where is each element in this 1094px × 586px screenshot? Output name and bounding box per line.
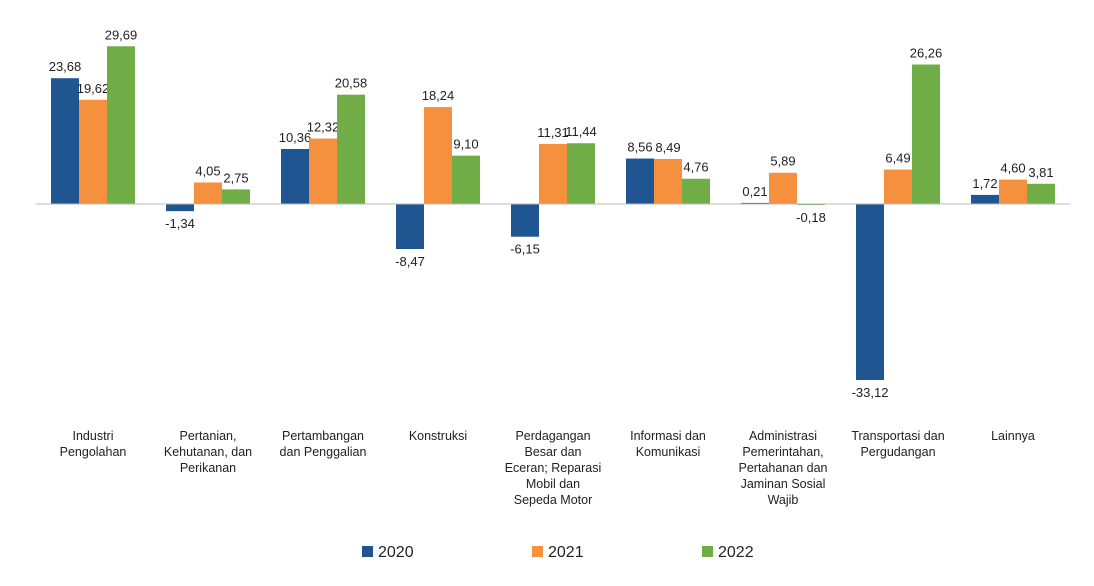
x-tick-label: Pertanian, Kehutanan, dan Perikanan [163, 429, 253, 475]
bar [769, 172, 797, 205]
data-label: 5,89 [770, 154, 795, 169]
x-tick-label: Transportasi dan Pergudangan [851, 429, 945, 459]
bar [194, 182, 222, 205]
data-label: 9,10 [453, 137, 478, 152]
bar [51, 78, 79, 205]
bar [971, 194, 999, 205]
legend-label: 2021 [548, 544, 584, 561]
bar [511, 204, 539, 237]
bar [999, 179, 1027, 205]
bar [654, 158, 682, 205]
data-label: -8,47 [395, 254, 425, 269]
bar [424, 107, 452, 205]
x-tick-label: Perdagangan Besar dan Eceran; Reparasi M… [504, 429, 602, 507]
data-label: 29,69 [105, 27, 138, 42]
x-tick-label: Administrasi Pemerintahan, Pertahanan da… [738, 429, 828, 507]
bar [1027, 183, 1055, 205]
bar [539, 143, 567, 205]
data-label: -6,15 [510, 242, 540, 257]
x-tick-label: Konstruksi [408, 429, 468, 443]
legend-swatch [362, 546, 373, 557]
x-tick-label: Lainnya [991, 429, 1035, 443]
data-label: 6,49 [885, 151, 910, 166]
bar [222, 189, 250, 205]
legend-label: 2022 [718, 544, 754, 561]
bar [79, 99, 107, 205]
data-label: 4,05 [195, 164, 220, 179]
data-label: 10,36 [279, 130, 312, 145]
data-label: 12,32 [307, 120, 340, 135]
data-label: 8,56 [627, 140, 652, 155]
x-tick-label: Pertambangan dan Penggalian [279, 429, 367, 459]
bar [309, 138, 337, 205]
data-label: 2,75 [223, 170, 248, 185]
data-label: 0,21 [742, 184, 767, 199]
bar [166, 204, 194, 212]
data-label: 19,62 [77, 81, 110, 96]
legend-swatch [532, 546, 543, 557]
bar [281, 148, 309, 205]
data-label: 3,81 [1028, 165, 1053, 180]
data-label: 1,72 [972, 176, 997, 191]
bar [626, 158, 654, 205]
bar [682, 178, 710, 205]
legend-swatch [702, 546, 713, 557]
data-label: -0,18 [796, 210, 826, 225]
bar [567, 143, 595, 205]
data-label: 26,26 [910, 45, 943, 60]
bar [337, 94, 365, 205]
x-tick-label: Informasi dan Komunikasi [630, 429, 706, 459]
data-label: 8,49 [655, 140, 680, 155]
legend-label: 2020 [378, 544, 414, 561]
data-label: 4,60 [1000, 161, 1025, 176]
bar [856, 204, 884, 381]
data-label: -1,34 [165, 216, 195, 231]
data-label: -33,12 [852, 385, 889, 400]
bar [741, 202, 769, 205]
data-label: 4,76 [683, 160, 708, 175]
data-label: 18,24 [422, 88, 455, 103]
bar [912, 64, 940, 205]
bar [452, 155, 480, 205]
bar [884, 169, 912, 205]
data-label: 20,58 [335, 76, 368, 91]
bar [107, 46, 135, 205]
data-label: 11,31 [537, 125, 569, 140]
data-label: 23,68 [49, 59, 82, 74]
x-tick-label: Industri Pengolahan [59, 429, 127, 459]
data-label: 11,44 [565, 124, 597, 139]
bar [396, 204, 424, 250]
